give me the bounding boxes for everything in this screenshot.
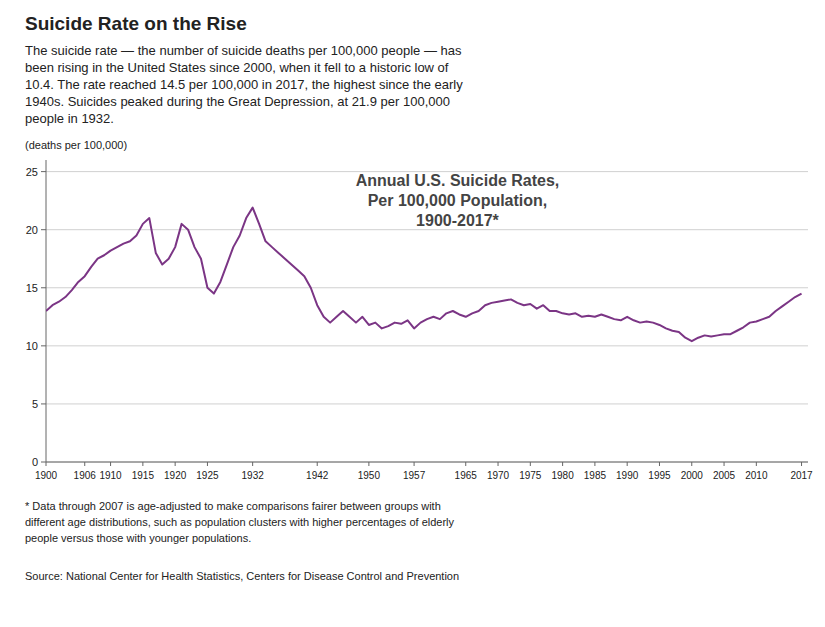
x-tick-label: 1957 (403, 470, 426, 481)
x-tick-label: 1920 (164, 470, 187, 481)
x-tick-label: 2010 (745, 470, 768, 481)
source: Source: National Center for Health Stati… (25, 570, 459, 582)
grid-line (46, 403, 808, 404)
page: {"chart_data": { "type": "line", "title"… (0, 0, 825, 627)
subtitle: 1940s. Suicides peaked during the Great … (25, 94, 450, 109)
subtitle: 10.4. The rate reached 14.5 per 100,000 … (25, 77, 463, 92)
subtitle: been rising in the United States since 2… (25, 60, 449, 75)
x-tick-label: 1985 (584, 470, 607, 481)
x-tick (110, 462, 111, 466)
subtitle: people in 1932. (25, 111, 114, 126)
x-tick-label: 1970 (487, 470, 510, 481)
x-tick (368, 462, 369, 466)
y-axis-label: (deaths per 100,000) (25, 139, 127, 151)
series-group (46, 208, 802, 342)
grid-line (46, 229, 808, 230)
x-tick-label: 2017 (790, 470, 813, 481)
x-tick-label: 1975 (519, 470, 542, 481)
x-tick (659, 462, 660, 466)
x-tick-label: 1942 (306, 470, 329, 481)
chart: Suicide Rate on the Rise The suicide rate… (0, 0, 825, 627)
x-tick (175, 462, 176, 466)
x-tick-label: 2000 (681, 470, 704, 481)
y-tick (41, 229, 46, 230)
annotation: Per 100,000 Population, (368, 192, 548, 209)
x-tick-label: 1950 (358, 470, 381, 481)
y-tick-label: 10 (26, 340, 38, 352)
x-tick-label: 1932 (242, 470, 265, 481)
grid-line (46, 287, 808, 288)
x-tick (46, 462, 47, 466)
x-tick (84, 462, 85, 466)
x-tick (465, 462, 466, 466)
y-tick (41, 345, 46, 346)
x-tick-label: 1900 (35, 470, 58, 481)
x-tick-label: 1910 (99, 470, 122, 481)
x-tick (594, 462, 595, 466)
x-tick (627, 462, 628, 466)
y-tick (41, 462, 46, 463)
title: Suicide Rate on the Rise (25, 13, 247, 34)
x-tick-label: 1925 (196, 470, 219, 481)
subtitle: The suicide rate — the number of suicide… (25, 43, 462, 58)
footnote: different age distributions, such as pop… (25, 516, 455, 528)
grid-line (46, 345, 808, 346)
x-tick (691, 462, 692, 466)
footnote: * Data through 2007 is age-adjusted to m… (25, 500, 441, 512)
x-tick (317, 462, 318, 466)
x-tick (414, 462, 415, 466)
y-tick (41, 287, 46, 288)
x-tick-label: 1990 (616, 470, 639, 481)
x-tick-label: 1995 (648, 470, 671, 481)
x-axis-line (46, 462, 808, 463)
y-tick-label: 0 (32, 456, 38, 468)
line (46, 208, 802, 342)
y-tick-label: 5 (32, 398, 38, 410)
annotation: Annual U.S. Suicide Rates, (356, 172, 560, 189)
x-tick-label: 1965 (455, 470, 478, 481)
x-tick (142, 462, 143, 466)
footnote: people versus those with younger populat… (25, 532, 251, 544)
x-tick-label: 1906 (74, 470, 97, 481)
x-tick-label: 1915 (132, 470, 155, 481)
x-tick (801, 462, 802, 466)
x-tick (498, 462, 499, 466)
y-tick-label: 25 (26, 166, 38, 178)
y-tick (41, 403, 46, 404)
y-tick-label: 15 (26, 282, 38, 294)
grid-line (46, 462, 808, 463)
x-tick (756, 462, 757, 466)
x-tick (252, 462, 253, 466)
x-tick (530, 462, 531, 466)
y-tick-label: 20 (26, 224, 38, 236)
grid (46, 172, 808, 462)
x-tick (207, 462, 208, 466)
x-tick-label: 2005 (713, 470, 736, 481)
annotation: 1900-2017* (416, 212, 500, 229)
x-tick-label: 1980 (551, 470, 574, 481)
x-tick (562, 462, 563, 466)
y-tick (41, 171, 46, 172)
x-tick (724, 462, 725, 466)
